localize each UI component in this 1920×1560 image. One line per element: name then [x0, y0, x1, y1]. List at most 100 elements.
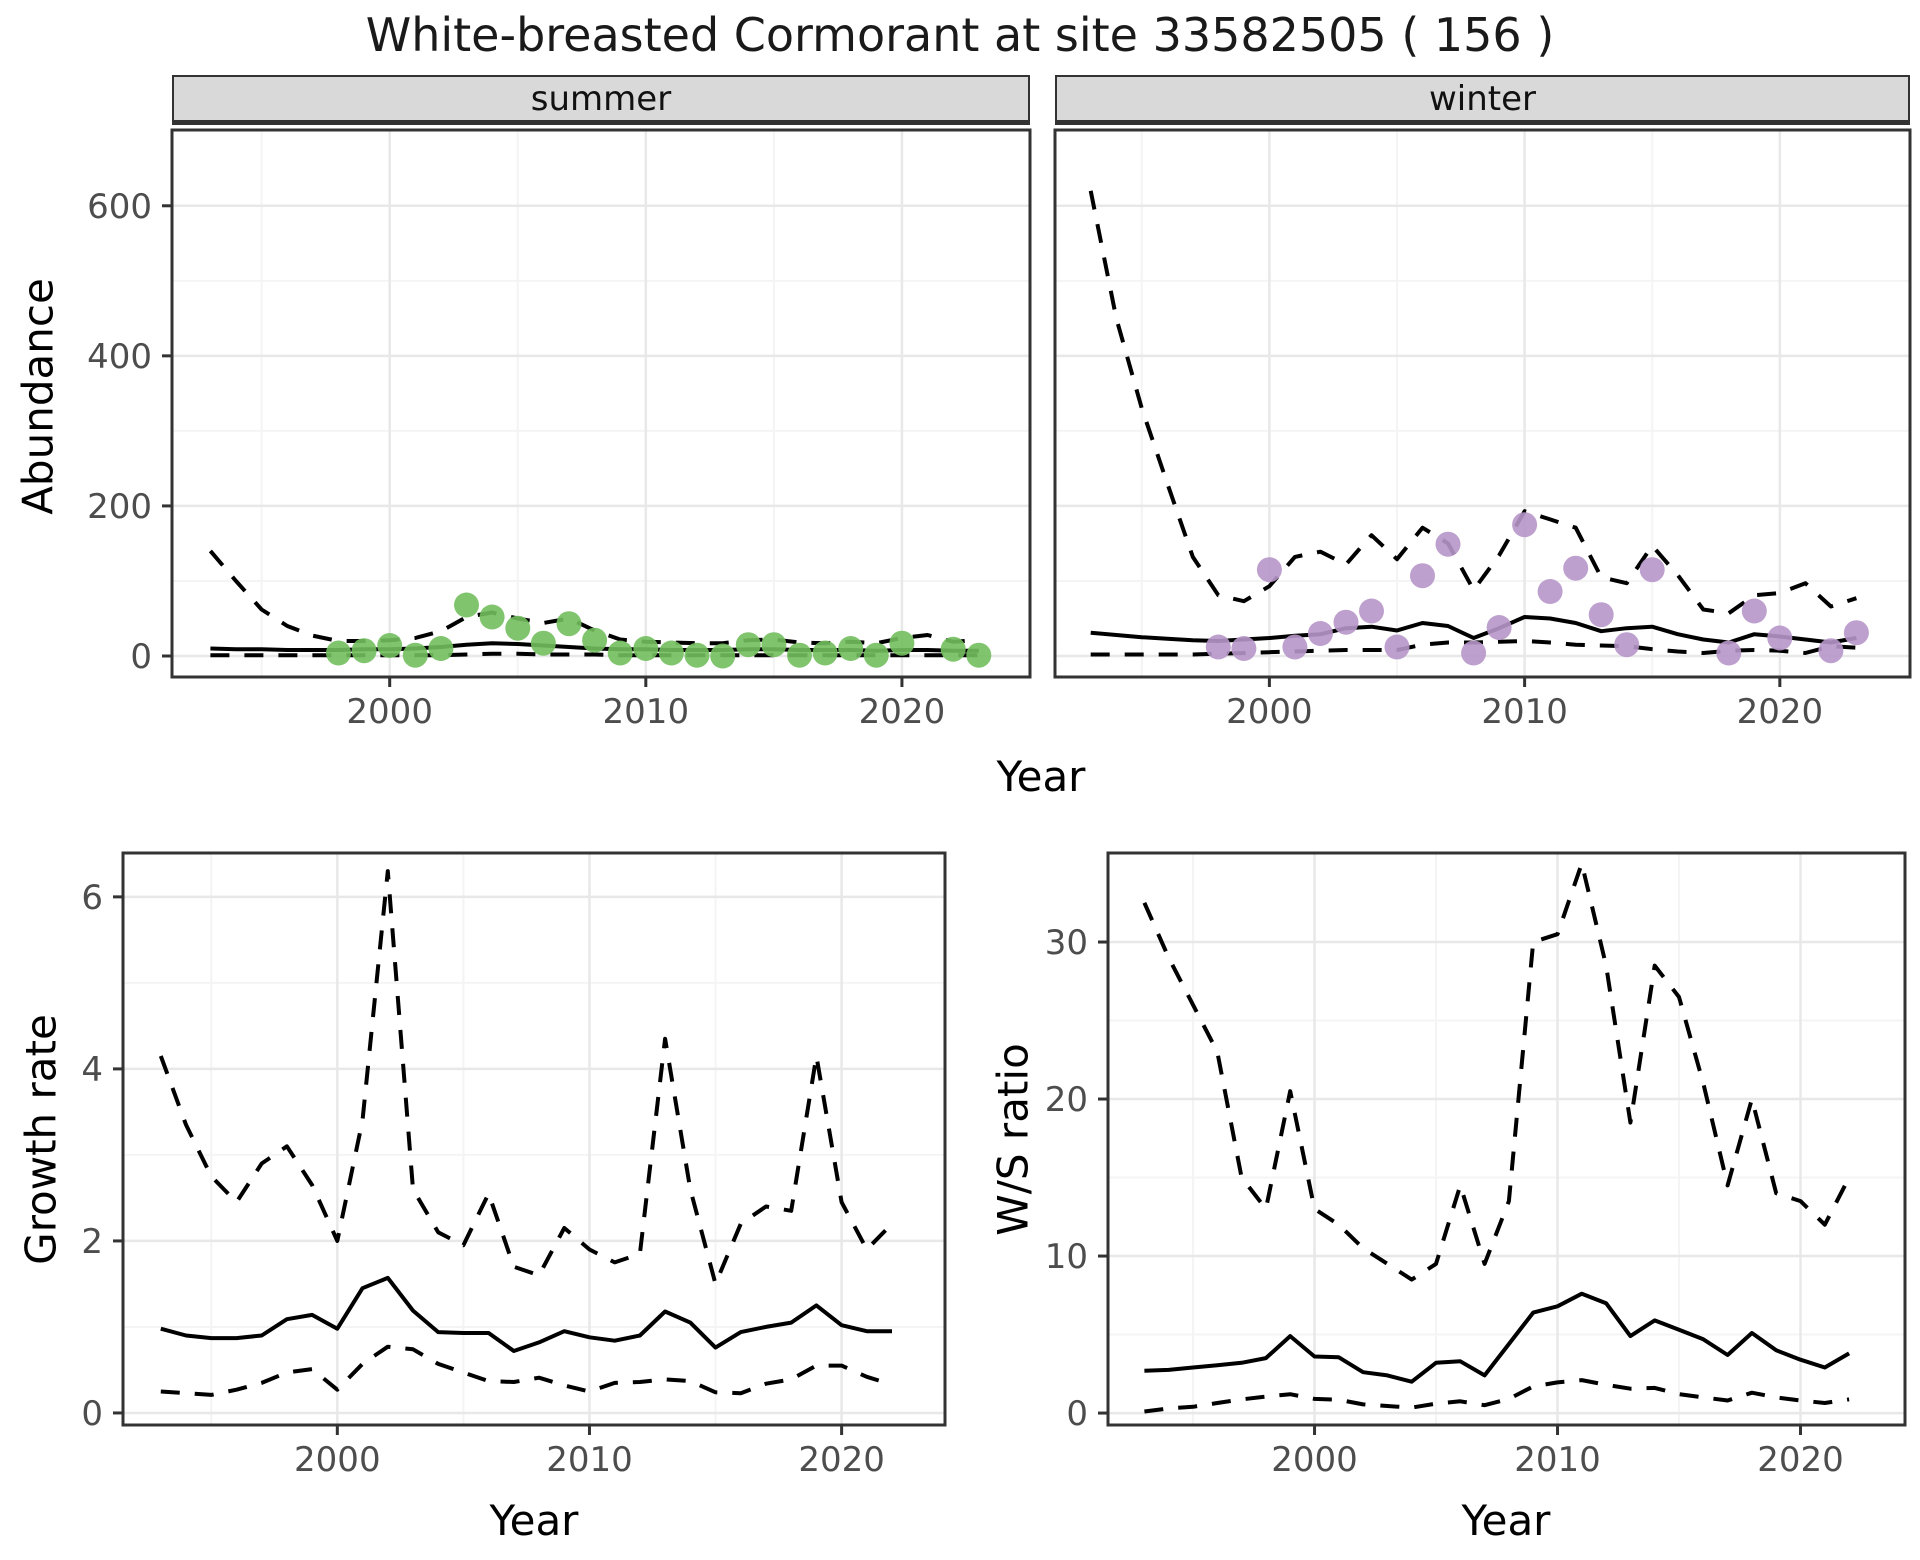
- abundance-summer-data-point: [966, 642, 992, 668]
- abundance-winter-panel-border: [1053, 128, 1912, 679]
- ws-ratio-panel-bg: [1108, 853, 1905, 1425]
- abundance-winter-data-point: [1741, 598, 1767, 624]
- growth-rate-upper_ci-line: [158, 869, 894, 1286]
- abundance-summer-data-point: [351, 638, 377, 664]
- facet-strip-summer-label: summer: [530, 78, 672, 119]
- abundance-winter-data-point: [1716, 640, 1742, 666]
- ws-ratio-upper_ci-line: [1142, 861, 1851, 1282]
- abundance-winter-data-point: [1256, 557, 1282, 583]
- x-axis-title-top: Year: [996, 752, 1086, 801]
- abundance-winter-x-tick-label: 2010: [1481, 692, 1568, 732]
- abundance-winter-data-point: [1231, 636, 1257, 661]
- abundance-summer-data-point: [402, 642, 428, 668]
- abundance-winter-data-point: [1563, 555, 1589, 581]
- growth-rate-x-tick-label: 2020: [798, 1440, 885, 1480]
- abundance-winter-data-point: [1537, 579, 1563, 604]
- growth-rate-y-tick-label: 4: [81, 1050, 103, 1090]
- ws-ratio-y-tick-label: 10: [1045, 1237, 1088, 1277]
- abundance-summer-data-point: [710, 643, 736, 669]
- abundance-winter-x-tick-label: 2020: [1737, 692, 1824, 732]
- ws-ratio-x-tick-label: 2010: [1514, 1440, 1601, 1480]
- abundance-winter-data-point: [1843, 620, 1869, 646]
- abundance-winter-x-tick-label: 2000: [1226, 692, 1313, 732]
- ws-ratio-x-tick-label: 2020: [1757, 1440, 1844, 1480]
- y-axis-title-growth-rate: Growth rate: [16, 1014, 66, 1265]
- abundance-summer-data-point: [812, 640, 838, 666]
- x-axis-title-bottom-left: Year: [489, 1496, 579, 1545]
- abundance-summer-lower_ci-line: [210, 651, 979, 658]
- abundance-winter-data-point: [1639, 557, 1665, 583]
- abundance-winter-data-point: [1614, 632, 1640, 658]
- growth-rate-lower_ci-line: [160, 1344, 893, 1397]
- abundance-summer-panel-bg: [172, 130, 1030, 677]
- abundance-summer-data-point: [454, 592, 479, 618]
- ws-ratio-x-tick-label: 2000: [1271, 1440, 1358, 1480]
- abundance-summer-data-point: [530, 630, 556, 656]
- abundance-summer-data-point: [940, 636, 966, 662]
- abundance-winter-data-point: [1333, 609, 1359, 635]
- ws-ratio-y-tick-label: 30: [1045, 923, 1088, 963]
- abundance-summer-data-point: [505, 615, 531, 641]
- abundance-summer-x-tick-label: 2020: [859, 692, 946, 732]
- abundance-winter-data-point: [1461, 640, 1487, 666]
- abundance-winter-data-point: [1588, 602, 1614, 628]
- abundance-winter-data-point: [1818, 638, 1844, 664]
- facet-strip-summer: summer: [172, 75, 1030, 125]
- growth-rate-y-tick-label: 2: [81, 1222, 103, 1262]
- abundance-winter-data-point: [1767, 625, 1793, 651]
- abundance-summer-y-tick-label: 600: [87, 187, 152, 227]
- abundance-summer-data-point: [863, 642, 889, 668]
- abundance-winter-data-point: [1512, 512, 1538, 538]
- ws-ratio-panel-border: [1106, 851, 1907, 1427]
- y-axis-title-abundance: Abundance: [13, 278, 63, 515]
- abundance-summer-data-point: [633, 636, 659, 661]
- abundance-winter-data-point: [1410, 563, 1435, 589]
- ws-ratio-lower_ci-line: [1144, 1378, 1850, 1414]
- abundance-summer-x-tick-label: 2010: [603, 692, 690, 732]
- growth-rate-panel-border: [121, 851, 947, 1427]
- y-axis-title-ws-ratio: W/S ratio: [988, 1043, 1038, 1236]
- abundance-winter-upper_ci-line: [1088, 190, 1858, 616]
- abundance-summer-data-point: [838, 636, 864, 661]
- abundance-summer-data-point: [377, 633, 403, 658]
- abundance-summer-data-point: [326, 640, 351, 666]
- facet-strip-winter-label: winter: [1428, 78, 1537, 119]
- growth-rate-y-tick-label: 0: [81, 1394, 103, 1434]
- abundance-winter-data-point: [1282, 634, 1308, 660]
- abundance-winter-data-point: [1486, 615, 1512, 640]
- abundance-winter-data-point: [1384, 634, 1410, 660]
- abundance-winter-panel-bg: [1055, 130, 1910, 677]
- facet-strip-winter: winter: [1055, 75, 1910, 125]
- x-axis-title-bottom-right: Year: [1461, 1496, 1551, 1545]
- ws-ratio-y-tick-label: 20: [1045, 1080, 1088, 1120]
- abundance-summer-x-tick-label: 2000: [346, 692, 433, 732]
- growth-rate-y-tick-label: 6: [81, 878, 103, 918]
- abundance-summer-panel-border: [170, 128, 1032, 679]
- abundance-summer-y-tick-label: 400: [87, 337, 152, 377]
- abundance-summer-data-point: [787, 642, 812, 668]
- abundance-winter-data-point: [1435, 531, 1461, 557]
- abundance-summer-data-point: [428, 636, 454, 661]
- abundance-summer-data-point: [735, 632, 761, 658]
- growth-rate-x-tick-label: 2000: [294, 1440, 381, 1480]
- ws-ratio-fit-line: [1144, 1291, 1851, 1384]
- abundance-summer-y-tick-label: 0: [130, 637, 152, 677]
- abundance-winter-data-point: [1307, 621, 1333, 646]
- abundance-summer-data-point: [582, 627, 608, 653]
- abundance-summer-data-point: [479, 604, 505, 630]
- ws-ratio-y-tick-label: 0: [1066, 1394, 1088, 1434]
- abundance-summer-data-point: [684, 642, 710, 668]
- growth-rate-x-tick-label: 2010: [546, 1440, 633, 1480]
- abundance-summer-data-point: [658, 640, 684, 666]
- growth-rate-fit-line: [160, 1275, 892, 1353]
- abundance-summer-data-point: [607, 640, 633, 666]
- abundance-winter-data-point: [1205, 634, 1231, 660]
- growth-rate-panel-bg: [123, 853, 945, 1425]
- abundance-summer-data-point: [556, 611, 582, 637]
- abundance-summer-data-point: [889, 630, 915, 656]
- abundance-winter-data-point: [1359, 598, 1384, 624]
- chart-title: White-breasted Cormorant at site 3358250…: [365, 8, 1555, 62]
- abundance-summer-y-tick-label: 200: [87, 487, 152, 527]
